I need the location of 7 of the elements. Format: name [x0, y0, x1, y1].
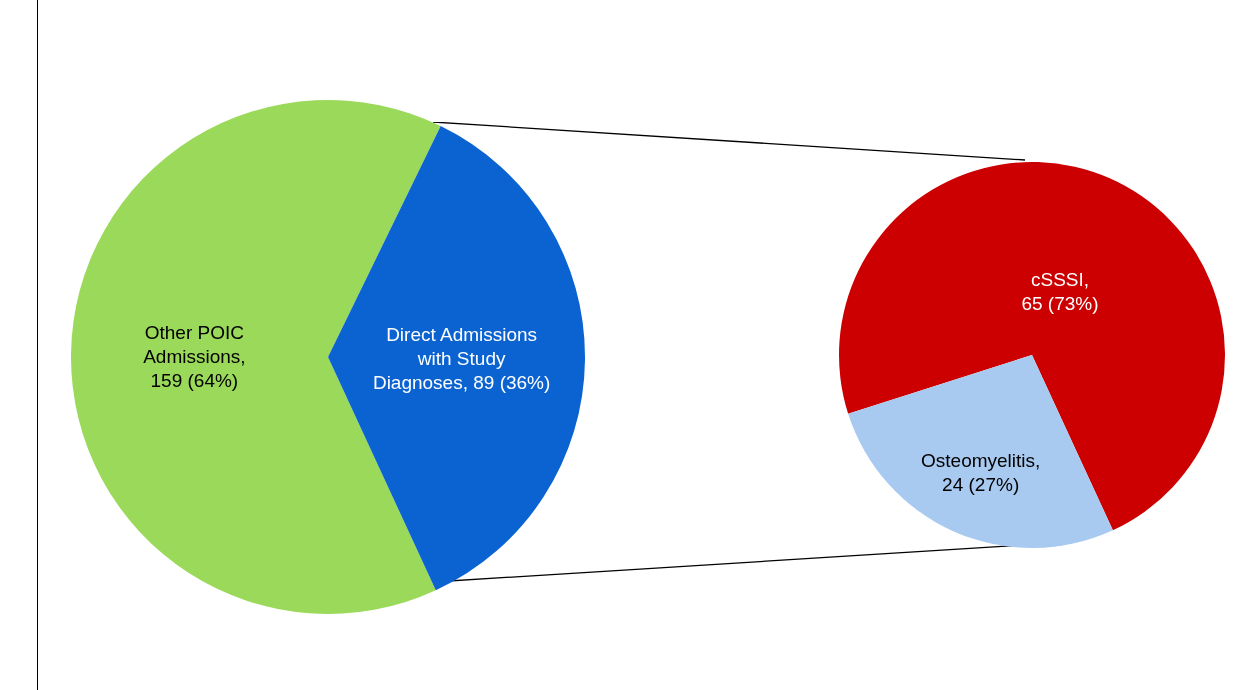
pie-slice — [848, 355, 1113, 548]
pie-slice — [328, 126, 585, 591]
slice-label: Direct Admissions with Study Diagnoses, 89 (36%) — [372, 323, 551, 393]
slice-label: cSSSI, 65 (73%) — [1021, 268, 1099, 314]
slice-label: Osteomyelitis, 24 (27%) — [921, 449, 1041, 495]
slice-label: Other POIC Admissions, 159 (64%) — [143, 321, 246, 391]
pie-slice — [839, 162, 1225, 531]
